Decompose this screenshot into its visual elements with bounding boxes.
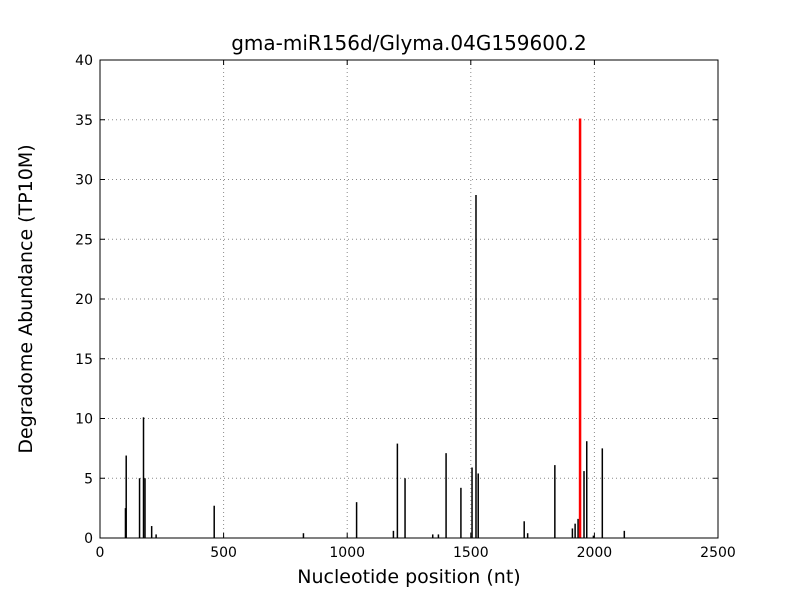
y-tick-label: 0 — [84, 531, 93, 547]
y-axis-label: Degradome Abundance (TP10M) — [15, 144, 37, 454]
x-axis-label: Nucleotide position (nt) — [297, 566, 521, 588]
y-tick-label: 5 — [84, 471, 93, 487]
y-tick-label: 10 — [75, 412, 93, 428]
y-tick-label: 40 — [75, 53, 93, 69]
x-tick-label: 1500 — [453, 545, 489, 561]
y-tick-label: 30 — [75, 173, 93, 189]
x-tick-label: 0 — [96, 545, 105, 561]
y-tick-label: 15 — [75, 352, 93, 368]
y-tick-label: 25 — [75, 232, 93, 248]
x-tick-label: 500 — [210, 545, 237, 561]
y-tick-label: 20 — [75, 292, 93, 308]
x-tick-label: 2500 — [700, 545, 736, 561]
chart-title: gma-miR156d/Glyma.04G159600.2 — [231, 31, 587, 55]
y-tick-label: 35 — [75, 113, 93, 129]
x-tick-label: 1000 — [329, 545, 365, 561]
x-tick-label: 2000 — [577, 545, 613, 561]
